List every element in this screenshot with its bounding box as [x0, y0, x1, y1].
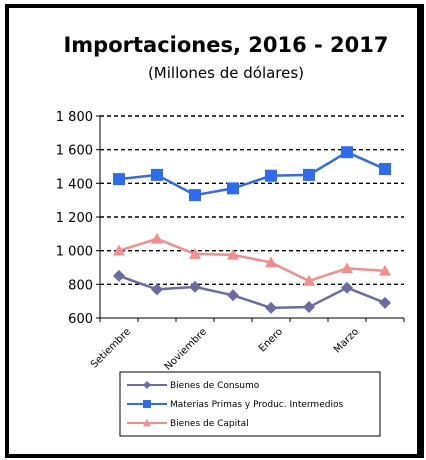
series-line	[118, 237, 386, 283]
series-diamond	[113, 269, 391, 314]
y-tick-label: 1 600	[56, 144, 93, 159]
data-point	[113, 173, 125, 186]
data-point	[379, 264, 391, 276]
data-point	[189, 280, 201, 293]
data-point	[341, 281, 353, 294]
y-tick-label: 1 800	[56, 110, 93, 125]
data-point	[113, 269, 125, 282]
gridlines	[100, 115, 404, 286]
data-point	[303, 168, 315, 181]
data-point	[143, 419, 151, 427]
data-point	[151, 168, 163, 181]
data-point	[265, 169, 277, 182]
legend-label: Bienes de Consumo	[170, 381, 260, 391]
series-square	[113, 146, 391, 202]
data-point	[303, 301, 315, 314]
data-point	[227, 289, 239, 302]
data-point	[379, 163, 391, 176]
legend-box	[119, 371, 381, 437]
legend: Bienes de Consumo Materias Primas y Produ…	[119, 371, 381, 437]
legend-label: Materias Primas y Produc. Intermedios	[170, 400, 343, 410]
chart-title: Importaciones, 2016 - 2017	[63, 33, 388, 57]
data-point	[265, 301, 277, 314]
series-group	[113, 146, 391, 314]
x-tick-label: Noviembre	[163, 326, 209, 372]
x-axis-ticks: Setiembre Noviembre Enero Marzo	[89, 318, 405, 373]
data-point	[265, 256, 277, 268]
data-point	[379, 296, 391, 309]
x-tick-label: Enero	[257, 326, 285, 354]
data-point	[303, 274, 315, 286]
data-point	[227, 182, 239, 195]
data-point	[151, 283, 163, 296]
legend-label: Bienes de Capital	[170, 419, 249, 429]
series-line	[118, 274, 386, 310]
data-point	[341, 262, 353, 274]
chart-subtitle: (Millones de dólares)	[148, 64, 304, 82]
y-tick-label: 1 200	[56, 211, 93, 226]
data-point	[227, 248, 239, 260]
data-point	[151, 232, 163, 244]
data-point	[189, 248, 201, 259]
y-tick-label: 800	[68, 278, 93, 293]
data-point	[189, 189, 201, 202]
y-tick-label: 600	[68, 312, 93, 327]
data-point	[341, 146, 353, 159]
data-point	[143, 400, 151, 408]
y-axis-ticks: 600 800 1 000 1 200 1 400 1 600 1 800	[56, 110, 100, 327]
series-triangle	[113, 232, 391, 286]
data-point	[143, 381, 151, 389]
data-point	[113, 244, 125, 256]
y-tick-label: 1 000	[56, 245, 93, 260]
y-tick-label: 1 400	[56, 177, 93, 192]
series-line	[118, 150, 386, 197]
x-tick-label: Marzo	[332, 326, 361, 355]
x-tick-label: Setiembre	[89, 326, 133, 370]
